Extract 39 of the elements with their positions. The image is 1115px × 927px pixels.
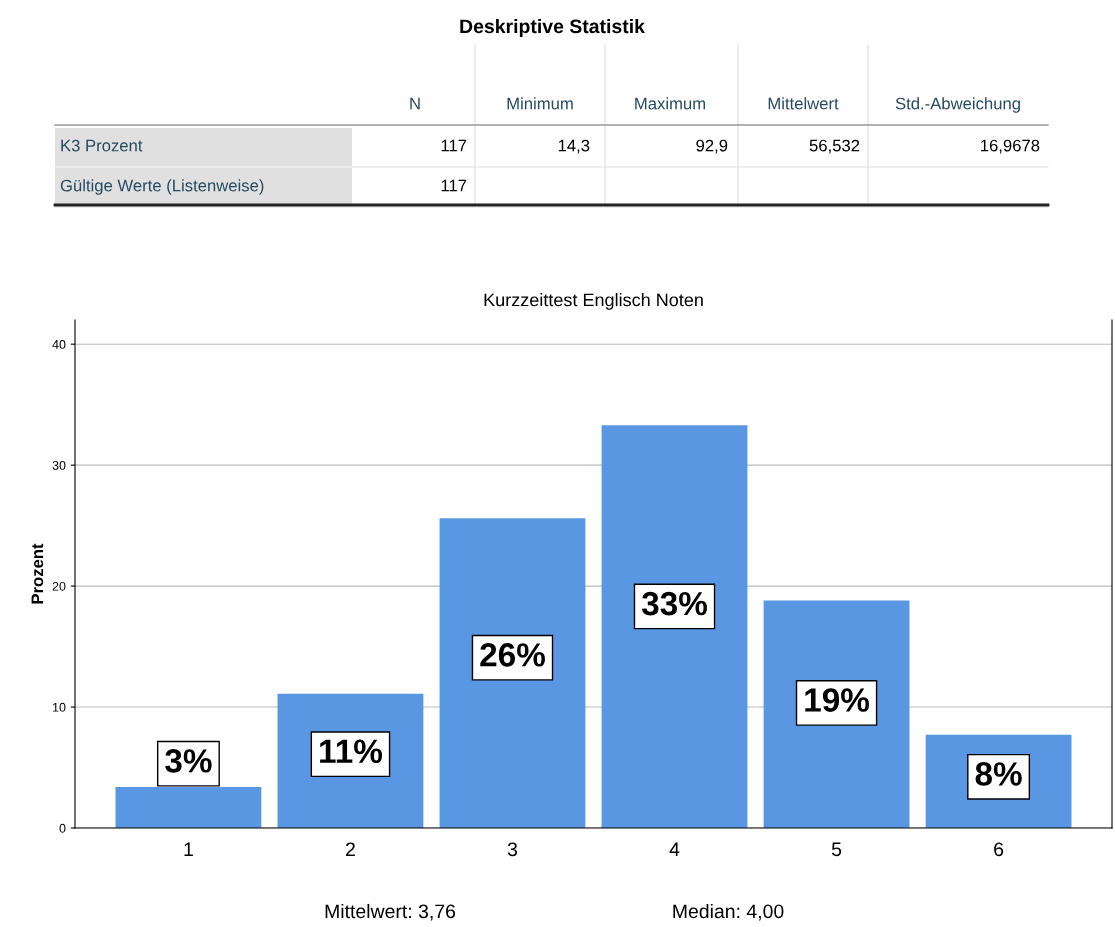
chart-title: Kurzzeittest Englisch Noten [484, 293, 703, 310]
x-tick-label: 2 [346, 842, 355, 856]
y-axis-title: Prozent [31, 543, 44, 604]
y-tick-label: 30 [52, 460, 66, 470]
y-tick-label: 10 [53, 702, 66, 712]
bar [115, 786, 262, 828]
category-label: Maximum [635, 97, 706, 110]
category-label: Gültige Werte (Listenweise) [60, 179, 264, 195]
text: 117 [441, 179, 467, 192]
text: 16,9678 [981, 139, 1040, 154]
text: 117 [441, 139, 467, 152]
y-tick-label: 40 [52, 339, 66, 349]
text: Median: 4,00 [673, 903, 784, 921]
data-label: 8% [975, 762, 1022, 786]
bar [439, 518, 586, 828]
x-tick-label: 6 [994, 842, 1004, 857]
category-label: Std.-Abweichung [895, 97, 1020, 113]
y-tick-label: 0 [59, 823, 66, 833]
bar [601, 425, 748, 828]
y-tick-label: 20 [52, 581, 66, 591]
x-tick-label: 5 [831, 842, 842, 857]
text: 92,9 [696, 139, 728, 154]
text: 14,3 [558, 139, 590, 154]
data-label: 19% [805, 688, 870, 712]
x-tick-label: 4 [669, 842, 680, 856]
text: 56,532 [809, 139, 860, 154]
data-label: 3% [165, 749, 212, 773]
text: Deskriptive Statistik [460, 18, 645, 38]
x-tick-label: 1 [184, 842, 193, 856]
x-tick-label: 3 [507, 842, 518, 857]
category-label: Minimum [507, 97, 573, 110]
data-label: 11% [320, 739, 383, 764]
category-label: Mittelwert [768, 97, 839, 110]
bar [763, 600, 910, 828]
data-label: 33% [641, 591, 707, 616]
text: Mittelwert: 3,76 [325, 903, 456, 921]
category-label: K3 Prozent [61, 139, 143, 152]
category-label: N [410, 97, 420, 110]
data-label: 26% [480, 643, 545, 667]
